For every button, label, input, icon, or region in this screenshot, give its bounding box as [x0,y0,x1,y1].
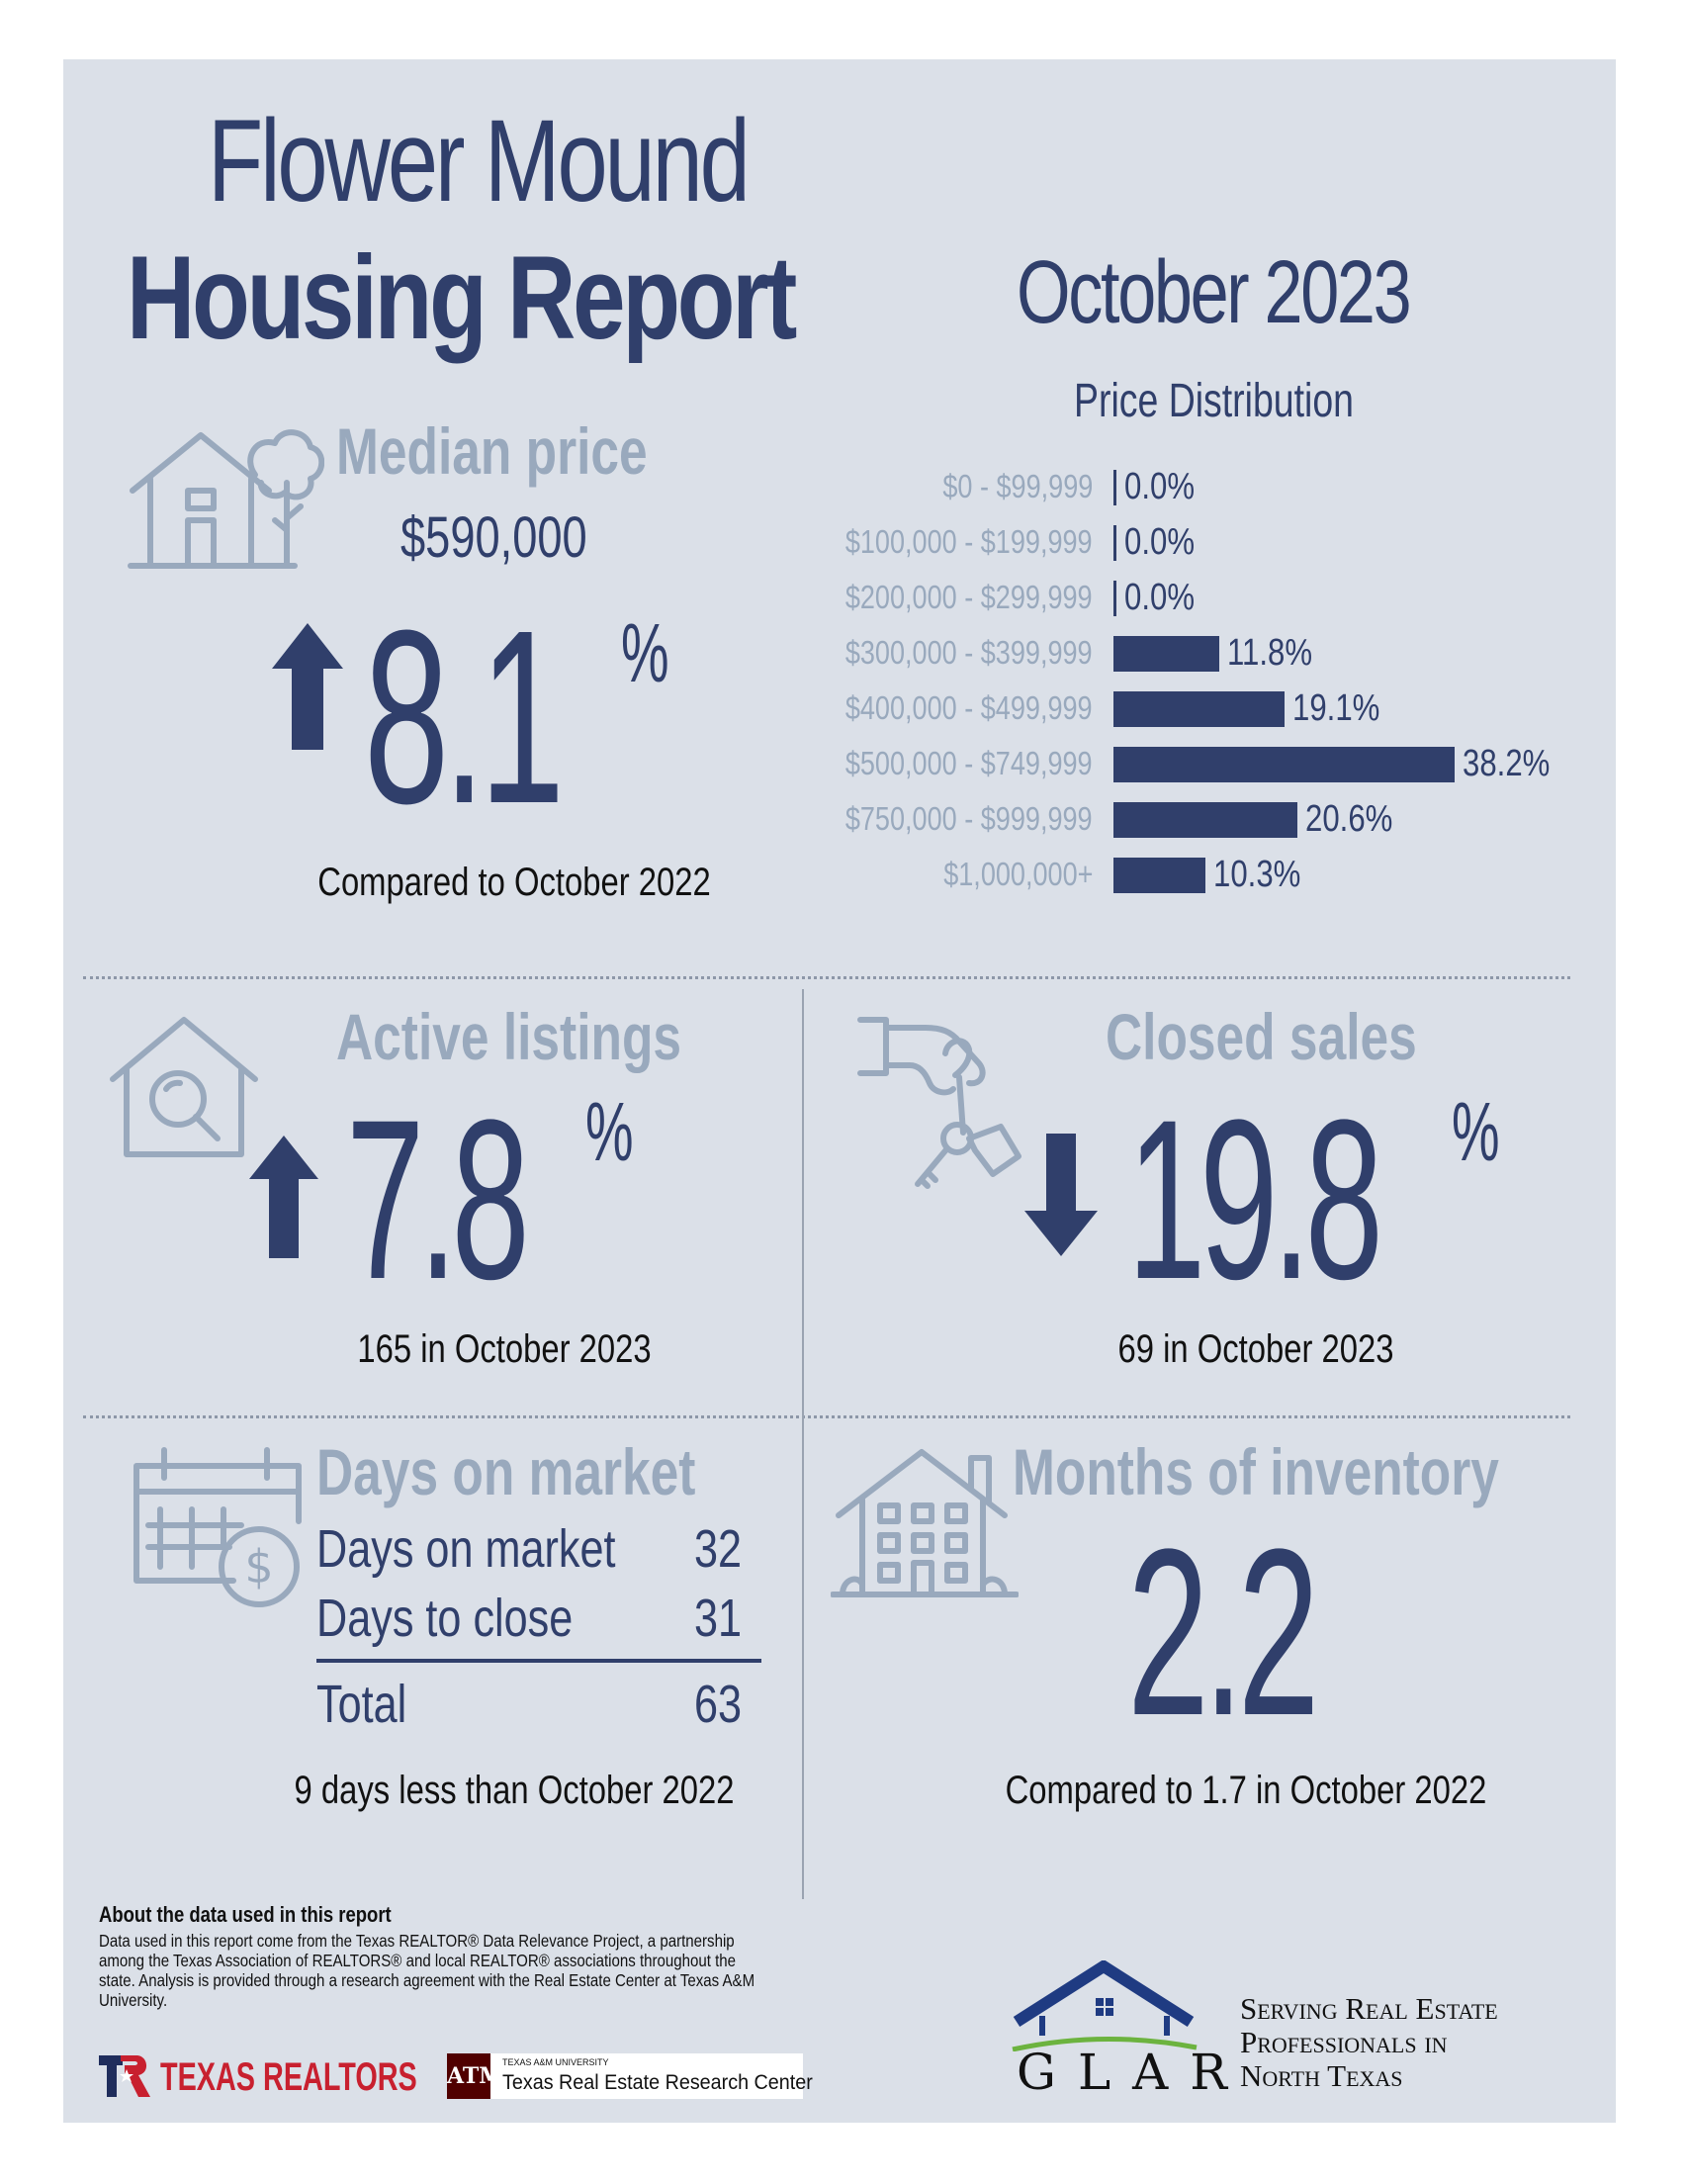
glar-house-icon [1012,1960,1198,2051]
tamu-mark-icon: ATM [447,2053,503,2099]
distribution-category-label: $0 - $99,999 [942,468,1093,504]
distribution-category-label: $1,000,000+ [942,856,1093,892]
distribution-category-label: $300,000 - $399,999 [845,634,1093,671]
days-on-market-caption: 9 days less than October 2022 [294,1769,735,1812]
distribution-category-label: $750,000 - $999,999 [845,800,1093,837]
months-of-inventory-value: 2.2 [1127,1500,1319,1765]
distribution-value-label: 0.0% [1124,577,1196,618]
divider-middle [83,1415,1570,1418]
calendar-dollar-icon: $ [133,1447,302,1607]
divider-top [83,976,1570,979]
about-heading: About the data used in this report [99,1902,392,1927]
active-listings-percent-sign: % [585,1085,634,1178]
total-label: Total [316,1675,407,1734]
distribution-category-label: $200,000 - $299,999 [845,579,1093,615]
distribution-value-label: 0.0% [1124,521,1196,563]
title-line-1: Flower Mound [208,96,751,227]
price-distribution-heading: Price Distribution [1074,375,1354,427]
glar-tagline-line-1: Serving Real Estate [1240,1991,1498,2026]
dom-row-value: 32 [693,1519,742,1579]
distribution-value-label: 11.8% [1227,632,1313,674]
glar-text: GLAR [1017,2044,1249,2101]
days-to-close-value: 31 [693,1589,742,1648]
distribution-value-label: 10.3% [1213,854,1301,895]
texas-realtors-text: TEXAS REALTORS [160,2055,417,2099]
about-body: Data used in this report come from the T… [99,1931,755,2010]
price-distribution-chart: $0 - $99,999 $100,000 - $199,999 $200,000 … [845,460,1602,895]
distribution-category-label: $500,000 - $749,999 [845,745,1093,781]
months-of-inventory-caption: Compared to 1.7 in October 2022 [1005,1769,1487,1812]
median-price-heading: Median price [336,414,648,488]
svg-text:$: $ [244,1540,273,1593]
arrow-down-icon [1024,1134,1098,1256]
active-listings-change: 7.8 [346,1072,530,1326]
closed-sales-caption: 69 in October 2023 [1117,1327,1394,1371]
distribution-bar [1113,802,1297,838]
active-listings-heading: Active listings [336,1000,682,1073]
total-rule [316,1659,761,1663]
active-listings-caption: 165 in October 2023 [357,1327,652,1371]
apartment-house-icon [831,1449,1019,1597]
closed-sales-percent-sign: % [1452,1085,1500,1178]
hand-keys-icon [857,1017,1021,1189]
distribution-value-label: 20.6% [1305,798,1393,840]
title-line-2: Housing Report [127,231,797,364]
closed-sales-heading: Closed sales [1106,1000,1417,1073]
tamu-center-text: Texas Real Estate Research Center [502,2071,813,2094]
distribution-category-label: $100,000 - $199,999 [845,523,1093,560]
distribution-bar [1113,747,1455,782]
arrow-up-icon [272,623,343,750]
months-of-inventory-heading: Months of inventory [1013,1435,1499,1508]
texas-realtors-mark-icon [99,2055,150,2097]
distribution-bar [1113,858,1205,893]
median-price-percent-sign: % [621,606,669,699]
distribution-value-label: 38.2% [1463,743,1551,784]
glar-tagline-line-3: North Texas [1240,2058,1403,2093]
report-panel [63,59,1616,2123]
distribution-bar [1113,636,1219,672]
median-price-change: 8.1 [364,579,565,855]
tamu-logo: ATM TEXAS A&M UNIVERSITY Texas Real Esta… [447,2053,813,2099]
median-price-caption: Compared to October 2022 [317,861,711,904]
distribution-category-label: $400,000 - $499,999 [845,689,1093,726]
texas-realtors-logo: TEXAS REALTORS [99,2053,425,2099]
total-value: 63 [693,1675,742,1734]
house-tree-icon [128,429,324,569]
house-search-icon [110,1017,258,1157]
divider-vertical [802,989,804,1899]
glar-tagline-line-2: Professionals in [1240,2025,1448,2059]
tamu-small-text: TEXAS A&M UNIVERSITY [502,2057,609,2067]
days-on-market-heading: Days on market [316,1435,696,1508]
distribution-bar [1113,691,1285,727]
distribution-value-label: 0.0% [1124,466,1196,507]
dom-row-label: Days on market [316,1519,616,1579]
distribution-bar [1113,525,1116,561]
median-price-value: $590,000 [400,505,587,570]
glar-tagline: Serving Real Estate Professionals in Nor… [1240,1992,1498,2093]
distribution-value-label: 19.1% [1292,687,1380,729]
report-month: October 2023 [1017,243,1412,342]
arrow-up-icon [249,1136,318,1258]
distribution-bar [1113,581,1116,616]
closed-sales-change: 19.8 [1127,1072,1383,1326]
distribution-bar [1113,470,1116,505]
days-to-close-label: Days to close [316,1589,574,1648]
